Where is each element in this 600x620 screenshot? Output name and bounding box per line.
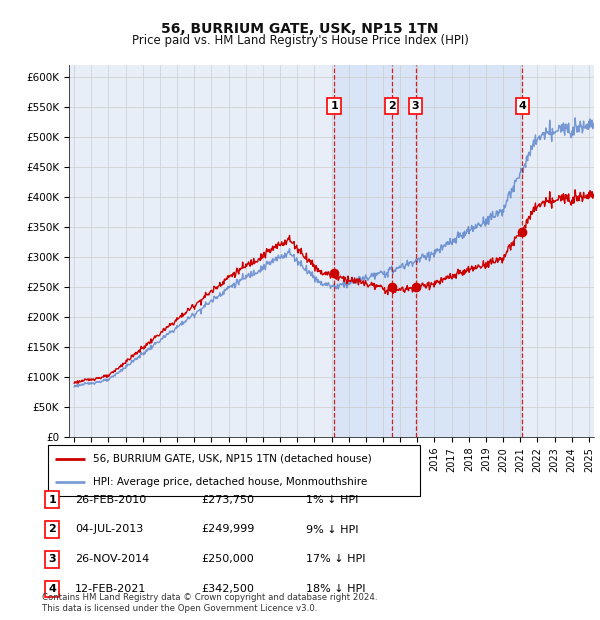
Text: £342,500: £342,500 (201, 584, 254, 594)
Text: 3: 3 (49, 554, 56, 564)
Text: 3: 3 (412, 101, 419, 111)
Text: 2: 2 (49, 525, 56, 534)
Text: £273,750: £273,750 (201, 495, 254, 505)
Bar (334, 65, 522, 437)
Text: 9% ↓ HPI: 9% ↓ HPI (306, 525, 359, 534)
Text: 18% ↓ HPI: 18% ↓ HPI (306, 584, 365, 594)
Text: 56, BURRIUM GATE, USK, NP15 1TN (detached house): 56, BURRIUM GATE, USK, NP15 1TN (detache… (92, 454, 371, 464)
Text: 17% ↓ HPI: 17% ↓ HPI (306, 554, 365, 564)
Text: Price paid vs. HM Land Registry's House Price Index (HPI): Price paid vs. HM Land Registry's House … (131, 34, 469, 47)
Text: £249,999: £249,999 (201, 525, 254, 534)
Text: 4: 4 (518, 101, 526, 111)
Text: 26-FEB-2010: 26-FEB-2010 (75, 495, 146, 505)
Text: £250,000: £250,000 (201, 554, 254, 564)
Text: 4: 4 (48, 584, 56, 594)
Text: HPI: Average price, detached house, Monmouthshire: HPI: Average price, detached house, Monm… (92, 477, 367, 487)
Text: 26-NOV-2014: 26-NOV-2014 (75, 554, 149, 564)
Text: 1: 1 (330, 101, 338, 111)
Text: 56, BURRIUM GATE, USK, NP15 1TN: 56, BURRIUM GATE, USK, NP15 1TN (161, 22, 439, 36)
Text: 1% ↓ HPI: 1% ↓ HPI (306, 495, 358, 505)
Text: 1: 1 (49, 495, 56, 505)
Text: Contains HM Land Registry data © Crown copyright and database right 2024.
This d: Contains HM Land Registry data © Crown c… (42, 593, 377, 613)
Text: 12-FEB-2021: 12-FEB-2021 (75, 584, 146, 594)
Text: 2: 2 (388, 101, 395, 111)
Text: 04-JUL-2013: 04-JUL-2013 (75, 525, 143, 534)
